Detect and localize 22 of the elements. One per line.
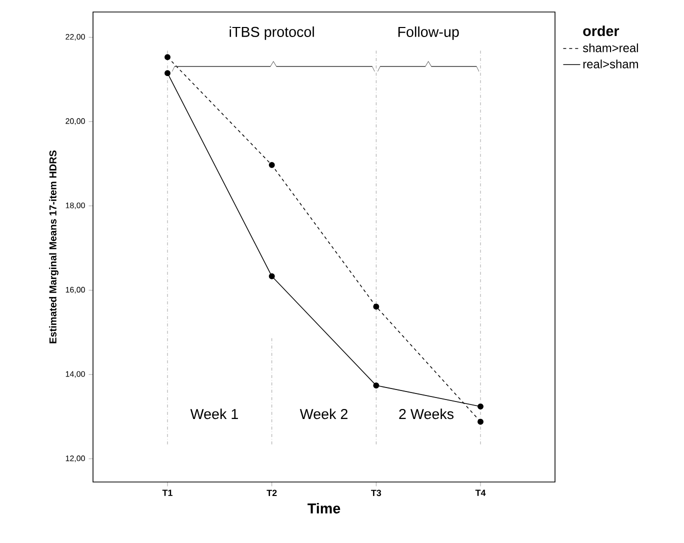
y-axis-title: Estimated Marginal Means 17-item HDRS [49,150,58,344]
annotation: iTBS protocol [230,26,314,40]
x-axis-title: Time [308,502,340,514]
point [478,404,484,410]
annotation: Week 2 [300,408,348,420]
annotation: Follow-up [398,26,459,40]
x-tick-label: T1 [162,490,172,496]
x-tick-label: T2 [266,490,277,496]
point [373,304,380,310]
point [164,54,170,60]
legend-label: sham>real [582,43,638,52]
legend-label: real>sham [583,60,638,68]
annotation: 2 Weeks [399,408,454,420]
point [268,162,275,168]
point [268,273,275,280]
point [164,70,170,76]
point [373,382,380,388]
annotation: Week 1 [190,408,238,420]
x-tick-label: T3 [371,490,382,496]
legend-title: order [583,26,620,36]
x-tick-label: T4 [475,490,486,496]
point [478,418,484,425]
